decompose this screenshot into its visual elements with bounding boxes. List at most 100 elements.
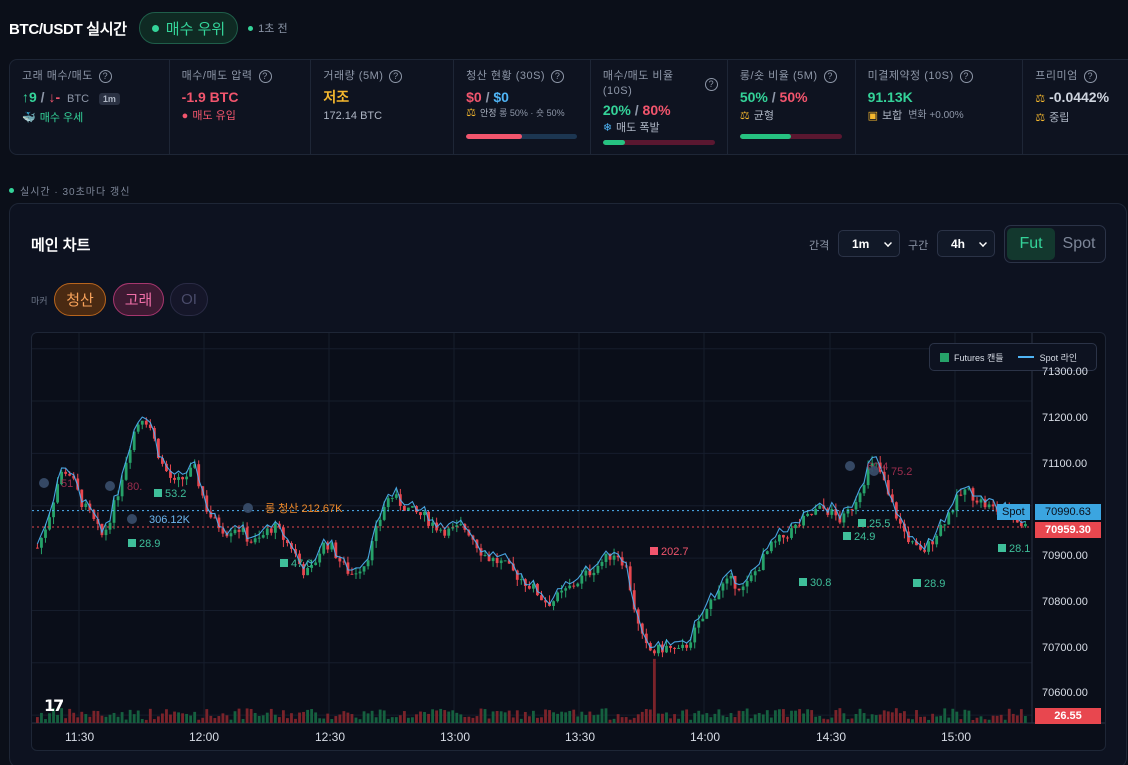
volume-bar <box>310 709 314 723</box>
candle <box>286 539 289 544</box>
help-icon[interactable]: ? <box>258 70 272 83</box>
help-icon[interactable]: ? <box>704 77 718 91</box>
interval-select[interactable]: 1m <box>838 230 900 257</box>
chip-oi[interactable]: OI <box>170 283 208 316</box>
chip-whale[interactable]: 고래 <box>113 283 164 316</box>
price-chart[interactable]: 51 80. 53.2 28.9 306.12K 롱 청산 212.67K 47.0 202.… <box>31 332 1106 751</box>
volume-bar <box>491 711 495 723</box>
x-tick: 14:00 <box>690 730 721 744</box>
candle <box>346 562 350 574</box>
volume-bar <box>725 716 729 723</box>
marker-label: 75.2 <box>891 466 912 478</box>
volume-bar <box>757 713 761 723</box>
candle <box>144 420 148 425</box>
candle <box>511 563 515 571</box>
candle <box>423 511 426 516</box>
candle <box>459 524 463 526</box>
volume-bar <box>269 708 273 723</box>
candle <box>507 560 511 564</box>
stat-label: 미결제약정 (10S) <box>867 70 954 82</box>
volume-bar <box>60 708 64 723</box>
volume-bar <box>245 708 249 723</box>
candle <box>483 555 487 557</box>
candle <box>390 497 394 499</box>
x-tick: 15:00 <box>941 730 972 744</box>
snowflake-icon: ❄ <box>602 122 613 134</box>
volume-bar <box>761 714 765 723</box>
volume-bar <box>100 715 104 723</box>
y-tick: 70800.00 <box>1042 596 1088 608</box>
volume-bar <box>661 713 664 723</box>
volume-bar <box>237 708 241 723</box>
range-select[interactable]: 4h <box>937 230 995 257</box>
volume-bar <box>431 709 435 723</box>
help-icon[interactable]: ? <box>389 70 403 83</box>
candle <box>487 555 491 562</box>
volume-bar <box>612 718 616 723</box>
candle <box>673 647 676 649</box>
help-icon[interactable]: ? <box>98 70 112 83</box>
stat-value: -1.9 BTC <box>181 89 239 105</box>
toggle-fut[interactable]: Fut <box>1007 228 1055 260</box>
candle <box>959 494 963 496</box>
volume-bar <box>116 716 120 723</box>
candle <box>523 579 527 586</box>
help-icon[interactable]: ? <box>959 70 973 83</box>
volume-bar <box>560 711 564 723</box>
volume-bar <box>302 711 305 723</box>
volume-tag: 26.55 <box>1035 708 1101 724</box>
volume-bar <box>798 709 801 723</box>
candle <box>306 567 310 576</box>
help-icon[interactable]: ? <box>1083 70 1097 83</box>
volume-bar <box>544 709 547 723</box>
candle <box>443 529 447 536</box>
volume-bar <box>322 718 326 723</box>
candle <box>354 573 358 575</box>
stat-label: 매수/매도 압력 <box>181 70 253 82</box>
volume-bar <box>632 717 636 723</box>
volume-bar <box>36 717 39 723</box>
volume-bar <box>927 719 931 723</box>
volume-bar <box>1011 713 1015 723</box>
candle <box>334 542 338 559</box>
toggle-spot[interactable]: Spot <box>1062 235 1096 252</box>
volume-bar <box>648 709 652 723</box>
volume-bar <box>737 710 741 723</box>
volume-bar <box>435 710 439 723</box>
volume-bar <box>810 710 814 723</box>
candle <box>540 595 543 601</box>
volume-bar <box>640 711 644 723</box>
candle <box>721 583 725 591</box>
candle <box>100 523 104 536</box>
volume-bar <box>636 714 640 723</box>
stat-whale: 고래 매수/매도? ↑9 / ↓- BTC 1m 🐳 매수 우세 <box>10 60 170 154</box>
volume-bar <box>350 714 354 723</box>
last-updated-text: 1초 전 <box>258 23 288 35</box>
candle <box>156 438 160 458</box>
candle <box>890 494 894 503</box>
candle <box>233 529 237 534</box>
marker-label: 80. <box>127 481 142 493</box>
candle <box>394 494 398 498</box>
volume-bar <box>209 715 213 723</box>
volume-bar <box>814 716 818 723</box>
volume-bar <box>951 708 955 723</box>
volume-bar <box>878 714 882 723</box>
candle <box>60 471 64 485</box>
volume-bar <box>919 716 922 723</box>
volume-bar <box>84 714 88 723</box>
candle <box>495 558 499 564</box>
buy-marker-square <box>128 539 136 547</box>
volume-bar <box>749 718 753 723</box>
help-icon[interactable]: ? <box>823 70 837 83</box>
volume-bar <box>669 718 672 723</box>
candle <box>608 553 612 560</box>
volume-bar <box>721 715 725 723</box>
marker-label: 28.9 <box>139 538 160 550</box>
stat-label: 롱/숏 비율 (5M) <box>739 70 818 82</box>
candle <box>342 561 346 563</box>
help-icon[interactable]: ? <box>551 70 565 83</box>
volume-bar <box>959 719 963 723</box>
chip-liquidation[interactable]: 청산 <box>54 283 106 316</box>
volume-bar <box>463 716 467 723</box>
